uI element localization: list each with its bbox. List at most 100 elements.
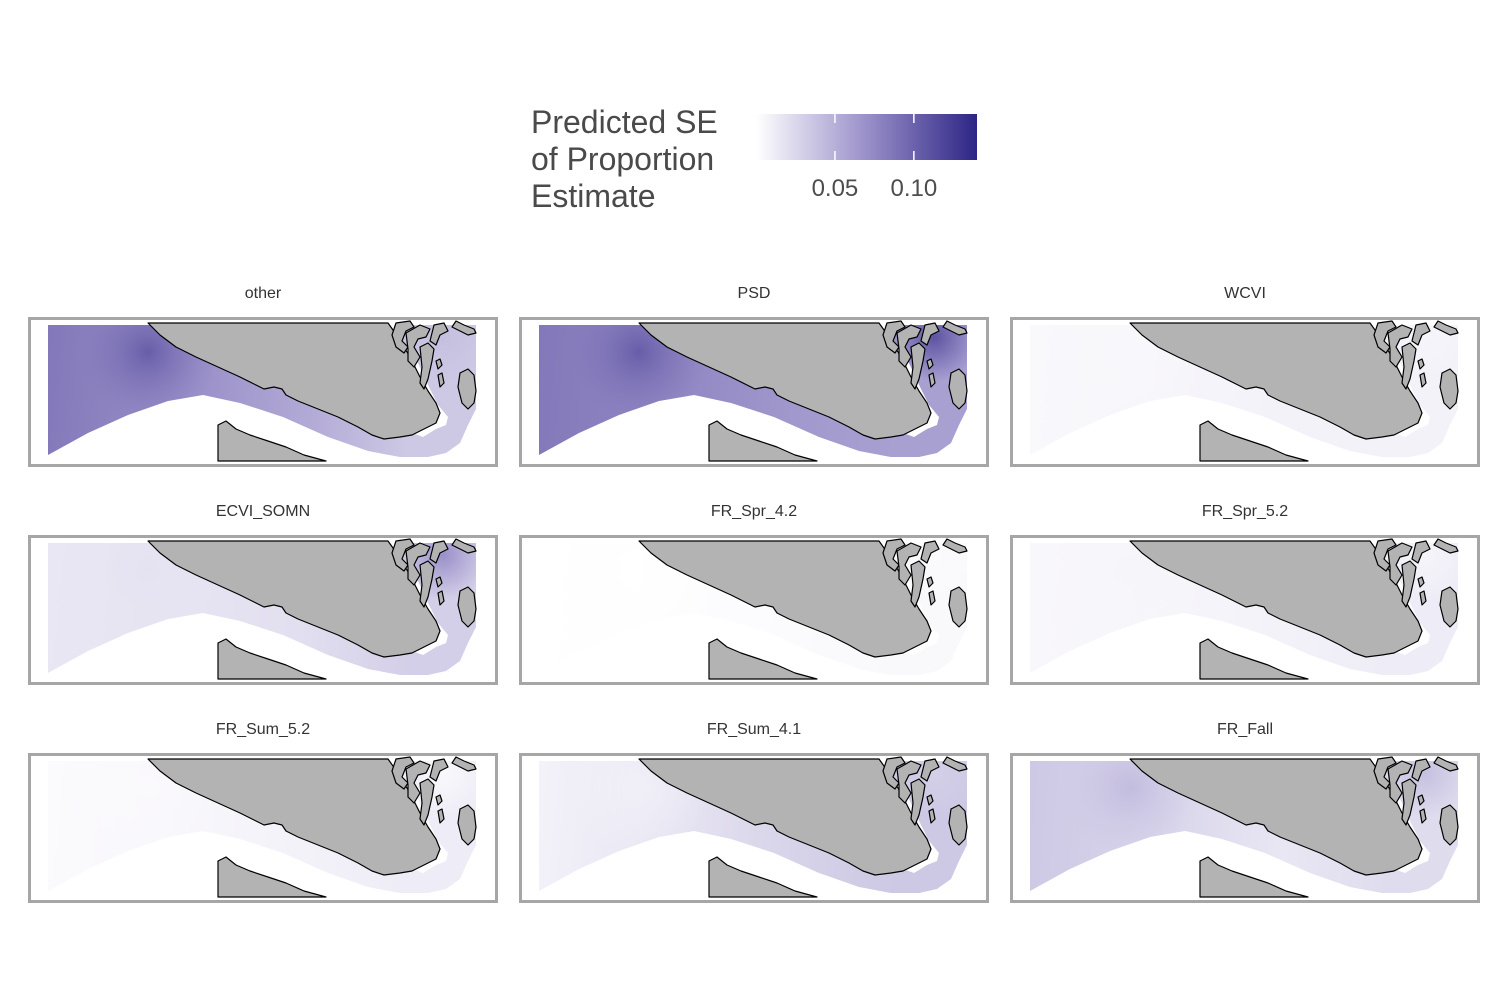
landmass-island — [926, 576, 934, 588]
facet-panel — [519, 753, 989, 903]
facet-strip-label: PSD — [737, 285, 771, 302]
landmass-island — [405, 760, 431, 804]
landmass-island — [948, 586, 968, 628]
landmass-island — [405, 542, 431, 586]
legend-tick-label: 0.05 — [811, 175, 859, 202]
landmass-island — [429, 540, 449, 564]
landmass-island — [1411, 758, 1431, 782]
landmass-island — [910, 560, 926, 608]
facet-strip-label: FR_Spr_5.2 — [1201, 503, 1289, 520]
facet-panel — [519, 317, 989, 467]
landmass-island — [405, 324, 431, 368]
landmass-island — [1417, 358, 1425, 370]
landmass-island — [429, 322, 449, 346]
facet-panel — [28, 535, 498, 685]
facet-map — [519, 317, 989, 467]
facet-panel — [1010, 535, 1480, 685]
landmass-island — [1411, 322, 1431, 346]
landmass-island — [435, 794, 443, 806]
landmass-island — [451, 538, 477, 554]
landmass-island — [1439, 586, 1459, 628]
landmass-island — [391, 756, 415, 790]
facet-map — [28, 535, 498, 685]
landmass-island — [926, 794, 934, 806]
landmass-island — [920, 758, 940, 782]
landmass-island — [217, 638, 327, 680]
landmass-island — [457, 804, 477, 846]
landmass-island — [1439, 804, 1459, 846]
landmass-island — [926, 358, 934, 370]
landmass-island — [1433, 538, 1459, 554]
landmass-island — [1417, 576, 1425, 588]
landmass-island — [451, 320, 477, 336]
landmass-island — [882, 538, 906, 572]
landmass-island — [1411, 540, 1431, 564]
landmass-island — [1373, 320, 1397, 354]
landmass-island — [896, 760, 922, 804]
facet-map — [1010, 753, 1480, 903]
landmass-island — [419, 342, 435, 390]
facet-map — [1010, 317, 1480, 467]
landmass-island — [896, 324, 922, 368]
panel-border — [28, 535, 498, 685]
panel-border — [1010, 535, 1480, 685]
landmass-island — [942, 756, 968, 772]
landmass-island — [1199, 638, 1309, 680]
landmass-island — [928, 372, 936, 388]
landmass-island — [437, 372, 445, 388]
facet-map — [519, 753, 989, 903]
landmass-island — [437, 590, 445, 606]
landmass-island — [942, 320, 968, 336]
landmass-island — [708, 856, 818, 898]
landmass-island — [1387, 324, 1413, 368]
landmass-island — [419, 778, 435, 826]
landmass-island — [1387, 760, 1413, 804]
facet-panel — [28, 753, 498, 903]
landmass-island — [1373, 538, 1397, 572]
facet-map — [28, 317, 498, 467]
landmass-island — [920, 322, 940, 346]
panel-border — [1010, 317, 1480, 467]
facet-strip-label: ECVI_SOMN — [215, 503, 311, 520]
landmass-island — [419, 560, 435, 608]
landmass-island — [1439, 368, 1459, 410]
landmass-island — [391, 320, 415, 354]
landmass-island — [1199, 856, 1309, 898]
facet-strip-label: FR_Fall — [1216, 721, 1273, 738]
landmass-island — [1401, 778, 1417, 826]
facet-strip-label: FR_Sum_4.1 — [706, 721, 802, 738]
panel-border — [519, 535, 989, 685]
facet-panel — [519, 535, 989, 685]
landmass-island — [435, 576, 443, 588]
landmass-island — [1401, 560, 1417, 608]
landmass-island — [708, 638, 818, 680]
facet-map — [519, 535, 989, 685]
legend-title: Predicted SE of Proportion Estimate — [531, 104, 718, 214]
facet-panel — [1010, 317, 1480, 467]
landmass-island — [457, 586, 477, 628]
landmass-island — [1433, 756, 1459, 772]
landmass-island — [1387, 542, 1413, 586]
landmass-island — [1419, 808, 1427, 824]
landmass-island — [1417, 794, 1425, 806]
landmass-island — [1419, 372, 1427, 388]
legend-colorbar — [756, 114, 977, 160]
panel-border — [519, 753, 989, 903]
landmass-island — [882, 320, 906, 354]
landmass-island — [942, 538, 968, 554]
landmass-island — [435, 358, 443, 370]
panel-border — [1010, 753, 1480, 903]
panel-border — [28, 753, 498, 903]
facet-map — [28, 753, 498, 903]
facet-map — [1010, 535, 1480, 685]
landmass-island — [910, 342, 926, 390]
landmass-island — [1433, 320, 1459, 336]
facet-strip-label: FR_Sum_5.2 — [215, 721, 311, 738]
landmass-island — [217, 856, 327, 898]
landmass-island — [1199, 420, 1309, 462]
landmass-island — [451, 756, 477, 772]
landmass-island — [1373, 756, 1397, 790]
landmass-island — [882, 756, 906, 790]
landmass-island — [896, 542, 922, 586]
facet-strip-label: FR_Spr_4.2 — [710, 503, 798, 520]
